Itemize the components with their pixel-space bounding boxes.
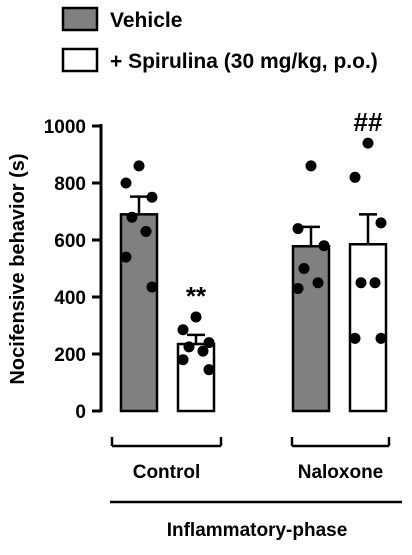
group-brackets: Control Naloxone [110,437,391,483]
data-point-0-1-0 [305,160,317,172]
data-point-1-0-0 [190,311,202,323]
data-point-0-0-1 [120,177,132,189]
group-label-0: Control [133,462,201,483]
data-point-0-0-4 [140,225,152,237]
data-point-0-0-0 [133,160,145,172]
legend-item-vehicle: Vehicle [61,6,182,32]
data-point-0-1-2 [318,240,330,252]
significance-marker-1: ## [354,107,383,137]
bar-0-1 [291,245,331,413]
legend-swatch-spirulina [61,47,99,73]
data-point-1-0-1 [177,324,189,336]
legend-label-spirulina: + Spirulina (30 mg/kg, p.o.) [110,50,378,73]
group-label-1: Naloxone [298,462,384,483]
data-point-1-0-2 [203,337,215,349]
phase-bracket: Inflammatory-phase [110,500,402,541]
y-tick-label-600: 600 [54,231,86,252]
data-point-1-0-5 [177,354,189,366]
data-point-0-0-3 [126,211,138,223]
data-point-0-1-5 [292,282,304,294]
bar-1-1 [348,243,388,413]
y-axis-title: Nocifensive behavior (s) [7,153,29,384]
bar-1-0 [176,342,216,413]
y-tick-label-400: 400 [54,288,86,309]
y-tick-label-800: 800 [54,174,86,195]
data-point-1-1-0 [362,137,374,149]
phase-label: Inflammatory-phase [167,520,348,541]
data-point-0-1-1 [292,223,304,235]
data-point-0-0-5 [120,251,132,263]
data-point-0-0-2 [146,191,158,203]
data-point-1-1-4 [369,277,381,289]
data-point-1-0-4 [197,345,209,357]
data-point-0-1-4 [312,277,324,289]
y-axis: 0 200 400 600 800 1000 [44,117,103,423]
significance-marker-0: ** [186,281,207,311]
data-point-1-1-2 [375,217,387,229]
legend-label-vehicle: Vehicle [110,9,182,32]
y-tick-label-1000: 1000 [44,117,86,138]
y-tick-label-0: 0 [75,402,86,423]
legend-item-spirulina: + Spirulina (30 mg/kg, p.o.) [61,47,378,73]
data-point-0-0-6 [146,281,158,293]
data-point-0-1-3 [298,263,310,274]
data-point-1-0-6 [203,364,215,376]
data-point-1-1-6 [375,332,387,344]
legend: Vehicle + Spirulina (30 mg/kg, p.o.) [61,6,378,73]
bar-0-0 [119,213,159,413]
data-point-1-0-3 [183,341,195,353]
data-point-1-1-3 [355,277,367,289]
legend-swatch-vehicle [61,6,99,32]
plot-area: ** ## [119,107,388,413]
data-point-1-1-5 [349,332,361,344]
y-tick-label-200: 200 [54,345,86,366]
data-point-1-1-1 [349,171,361,183]
